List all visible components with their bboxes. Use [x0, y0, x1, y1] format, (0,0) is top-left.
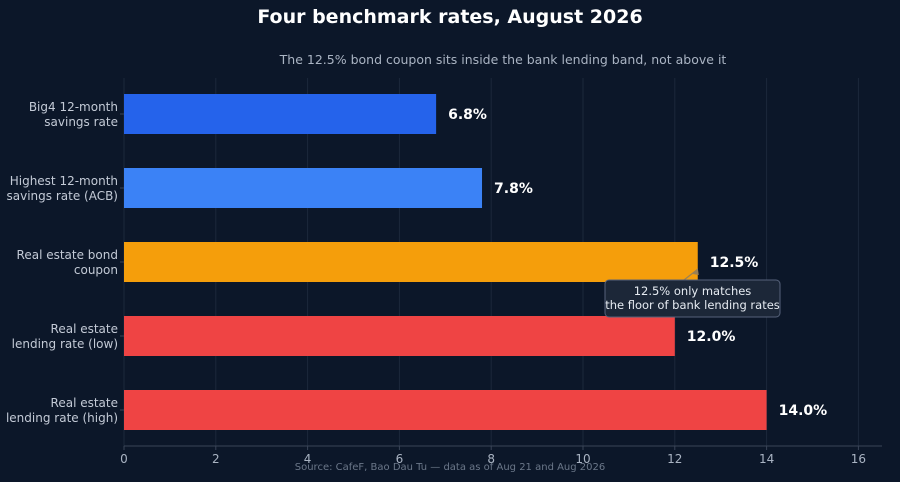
category-label-line: Big4 12-month [29, 100, 118, 114]
bar [124, 94, 437, 134]
value-label: 7.8% [494, 181, 533, 197]
x-tick-label: 16 [851, 452, 866, 466]
chart-title: Four benchmark rates, August 2026 [257, 6, 643, 28]
category-label-line: Real estate [51, 396, 118, 410]
x-tick-label: 4 [304, 452, 312, 466]
bars [124, 94, 767, 430]
source-note: Source: CafeF, Bao Dau Tu — data as of A… [294, 462, 606, 473]
category-label-line: Real estate [51, 322, 118, 336]
category-label-line: coupon [74, 263, 118, 277]
bar [124, 390, 767, 430]
value-label: 6.8% [448, 107, 487, 123]
x-tick-label: 10 [575, 452, 590, 466]
annotation-text: 12.5% only matches [634, 284, 752, 298]
value-labels: 6.8% 7.8% 12.5% 12.0% 14.0% [448, 107, 827, 419]
bar [124, 316, 675, 356]
x-tick-label: 12 [667, 452, 682, 466]
x-tick-label: 6 [396, 452, 404, 466]
annotation-arrow [683, 269, 698, 281]
annotation-box [604, 279, 781, 318]
category-label-line: savings rate [44, 115, 118, 129]
category-label-line: Real estate bond [17, 248, 118, 262]
annotation-text: the floor of bank lending rates [605, 298, 780, 312]
bar [124, 168, 483, 208]
value-label: 12.0% [687, 329, 736, 345]
value-label: 14.0% [779, 403, 828, 419]
x-tick-label: 2 [212, 452, 220, 466]
x-axis: 0 2 4 6 8 10 12 14 16 [120, 113, 882, 466]
bar [124, 242, 698, 282]
x-tick-label: 8 [487, 452, 495, 466]
category-label: Real estate lending rate (low) [12, 322, 118, 351]
x-tick-label: 0 [120, 452, 128, 466]
annotation-arrowhead [692, 268, 699, 275]
category-label: Highest 12-month savings rate (ACB) [7, 174, 119, 203]
category-label-line: Highest 12-month [10, 174, 118, 188]
x-tick-label: 14 [759, 452, 774, 466]
category-label: Big4 12-month savings rate [29, 100, 118, 129]
category-label-line: lending rate (low) [12, 337, 118, 351]
category-labels: Big4 12-month savings rate Highest 12-mont… [6, 100, 118, 425]
category-label: Real estate bond coupon [17, 248, 118, 277]
category-label-line: lending rate (high) [6, 411, 118, 425]
value-label: 12.5% [710, 255, 759, 271]
category-label: Real estate lending rate (high) [6, 396, 118, 425]
category-label-line: savings rate (ACB) [7, 189, 119, 203]
chart-subtitle: The 12.5% bond coupon sits inside the ba… [279, 52, 727, 67]
